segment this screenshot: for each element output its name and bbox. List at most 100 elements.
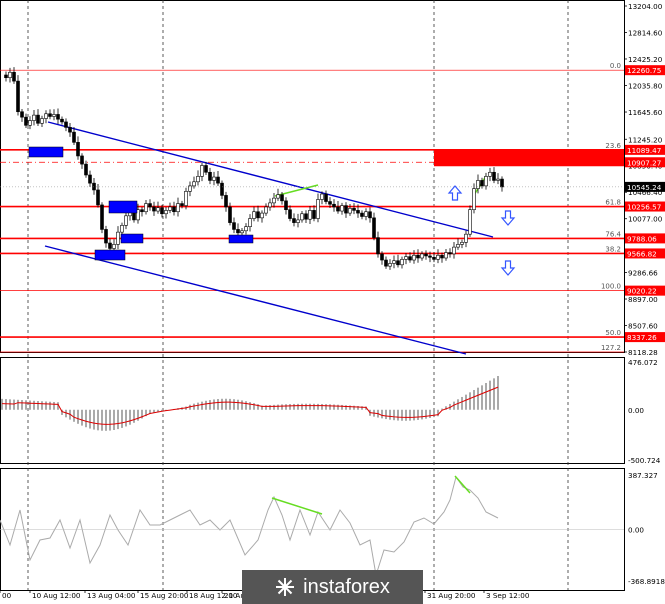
divergence-line: [473, 175, 487, 196]
candle-body: [308, 210, 312, 220]
macd-panel: [1, 376, 499, 431]
arrow-up-icon: [447, 185, 463, 201]
candle-body: [464, 233, 468, 243]
oscillator-tick-label: -368.8918: [628, 577, 665, 586]
candle-body: [4, 74, 8, 79]
candle-body: [328, 201, 332, 205]
time-axis: 00 10 Aug 12:00 13 Aug 04:00 15 Aug 20:00 18…: [0, 590, 530, 600]
price-label-text: 11089.47: [627, 146, 661, 155]
candle-body: [160, 207, 164, 215]
candle-body: [452, 246, 456, 255]
candle-body: [276, 194, 280, 199]
price-axis: 13204.00 12814.60 12425.20 12035.80 11645.60…: [624, 2, 665, 586]
candle-body: [8, 71, 12, 79]
candle-body: [52, 114, 56, 117]
candle-body: [176, 203, 180, 213]
marker-box: [108, 200, 138, 214]
price-label-box: [625, 157, 665, 168]
price-tick-label: 11645.60: [628, 108, 663, 117]
candle-body: [372, 217, 376, 238]
price-label-box: [625, 201, 665, 212]
candle-body: [460, 242, 464, 245]
price-label-box: [625, 65, 665, 76]
time-tick-label: 10 Aug 12:00: [32, 591, 81, 600]
price-tick-label: 13204.00: [628, 2, 663, 11]
fib-level-label: 127.2: [601, 344, 621, 352]
candle-body: [184, 191, 188, 206]
candle-body: [224, 195, 228, 208]
marker-box: [120, 233, 144, 244]
oscillator-line: [0, 475, 499, 576]
candle-body: [356, 210, 360, 214]
vertical-gridlines: [27, 0, 569, 590]
candle-body: [68, 127, 72, 133]
candle-body: [340, 205, 344, 212]
candle-body: [480, 180, 484, 187]
candle-body: [192, 181, 196, 187]
candle-body: [424, 253, 428, 257]
candle-body: [100, 204, 104, 230]
candle-body: [244, 226, 248, 232]
price-label-box: [625, 144, 665, 155]
candle-body: [120, 225, 124, 233]
price-tick-label: 10466.40: [628, 188, 663, 197]
price-label-text: 9566.82: [627, 249, 657, 258]
candle-body: [404, 256, 408, 260]
channel-lower-line: [44, 245, 467, 355]
candle-body: [412, 254, 416, 261]
price-tick-label: 12035.80: [628, 81, 663, 90]
price-label-text: 9020.22: [627, 287, 657, 296]
candle-body: [488, 171, 492, 177]
candle-body: [64, 121, 68, 128]
candle-body: [256, 211, 260, 219]
candle-body: [96, 189, 100, 206]
price-tick-label: 8897.00: [628, 295, 658, 304]
candle-body: [216, 176, 220, 184]
candle-body: [380, 253, 384, 261]
price-tick-label: 12425.20: [628, 55, 663, 64]
candle-body: [296, 219, 300, 223]
candle-body: [392, 260, 396, 264]
marker-boxes: [28, 146, 254, 261]
candle-body: [228, 206, 232, 223]
price-label-text: 9788.06: [627, 234, 657, 243]
candle-body: [300, 213, 304, 221]
candle-body: [168, 206, 172, 211]
candle-body: [212, 176, 216, 181]
candle-body: [292, 218, 296, 223]
macd-tick-label: 476.072: [628, 358, 658, 367]
candle-body: [12, 71, 16, 82]
candle-body: [48, 113, 52, 117]
candle-body: [484, 176, 488, 187]
candle-body: [148, 203, 152, 208]
candle-body: [32, 114, 36, 121]
fib-level-label: 76.4: [605, 230, 621, 238]
time-tick-label: 21 Au: [224, 591, 245, 600]
channel-upper-line: [47, 121, 494, 238]
fib-level-label: 61.8: [605, 199, 621, 207]
candle-body: [180, 203, 184, 206]
fib-level-label: 23.6: [605, 142, 621, 150]
candle-body: [84, 163, 88, 176]
price-tick-label: 9286.66: [628, 269, 658, 278]
candle-body: [40, 118, 44, 124]
oscillator-divergence-line: [271, 497, 323, 515]
candle-body: [272, 197, 276, 204]
candle-body: [92, 182, 96, 191]
candle-body: [432, 257, 436, 260]
watermark-text: instaforex: [303, 575, 390, 598]
candle-body: [24, 116, 28, 126]
price-label-text: 8337.26: [627, 333, 657, 342]
price-tick-label: 10077.00: [628, 215, 663, 224]
candle-body: [400, 259, 404, 266]
candle-body: [156, 207, 160, 212]
candle-body: [188, 185, 192, 192]
candle-body: [312, 210, 316, 219]
candle-body: [236, 229, 240, 234]
candle-body: [456, 244, 460, 248]
candle-body: [384, 259, 388, 267]
candle-body: [56, 114, 60, 120]
price-label-box: [625, 285, 665, 296]
panel-frame: [0, 357, 625, 464]
